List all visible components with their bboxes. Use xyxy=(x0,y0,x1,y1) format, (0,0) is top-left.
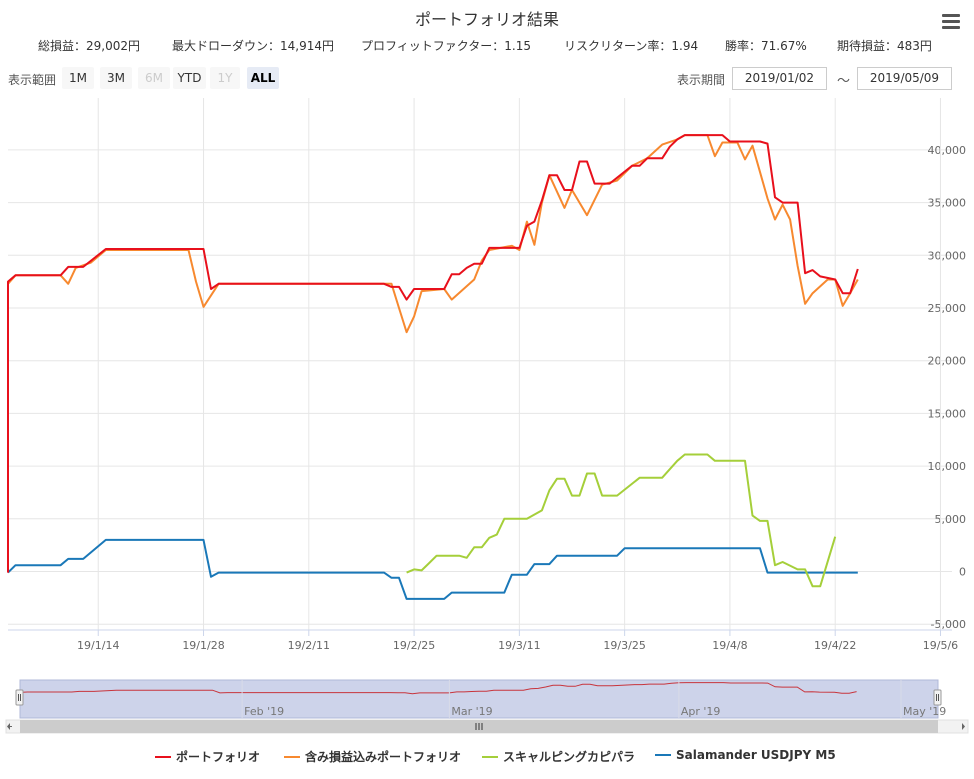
x-tick-label: 19/2/25 xyxy=(393,639,435,652)
legend: ポートフォリオ 含み損益込みポートフォリオ スキャルピングカピパラ Salamande… xyxy=(0,748,974,768)
x-tick-label: 19/3/25 xyxy=(603,639,645,652)
chart-plot[interactable]: -5,000 0 5,000 10,000 15,000 20,000 25,000 30,0… xyxy=(0,0,974,745)
x-tick-label: 19/4/22 xyxy=(814,639,856,652)
range-button-1m[interactable]: 1M xyxy=(62,67,94,89)
navigator-left-handle[interactable] xyxy=(15,689,24,706)
range-button-all[interactable]: ALL xyxy=(247,67,279,89)
y-tick-label: 0 xyxy=(959,566,966,579)
navigator-label: Mar '19 xyxy=(451,705,492,718)
hamburger-menu-icon[interactable] xyxy=(942,14,960,30)
stat-item: 最大ドローダウン：14,914円 xyxy=(172,39,334,53)
range-button-ytd[interactable]: YTD xyxy=(173,67,206,89)
legend-label: ポートフォリオ xyxy=(176,750,261,764)
range-selector-label: 表示範囲 xyxy=(8,73,57,87)
navigator-label: May '19 xyxy=(903,705,946,718)
series-line-portfolio xyxy=(7,134,859,573)
scrollbar-left-arrow-icon xyxy=(7,723,10,730)
range-button-1y[interactable]: 1Y xyxy=(210,67,240,89)
y-tick-label: 10,000 xyxy=(928,460,967,473)
legend-item-portfolio_with_unrealized[interactable]: 含み損益込みポートフォリオ xyxy=(284,748,461,765)
legend-swatch xyxy=(284,755,300,758)
x-tick-label: 19/5/6 xyxy=(923,639,958,652)
legend-swatch xyxy=(482,755,498,758)
y-tick-label: 40,000 xyxy=(928,144,967,157)
y-tick-label: 30,000 xyxy=(928,249,967,262)
x-tick-label: 19/1/14 xyxy=(77,639,119,652)
legend-item-salamander[interactable]: Salamander USDJPY M5 xyxy=(655,748,836,762)
navigator-right-handle[interactable] xyxy=(933,689,942,706)
legend-swatch xyxy=(155,755,171,758)
period-separator: ～ xyxy=(837,74,851,89)
stat-item: プロフィットファクター：1.15 xyxy=(361,39,531,53)
navigator-label: Feb '19 xyxy=(244,705,284,718)
stat-item: 期待損益：483円 xyxy=(837,39,932,53)
navigator-scrollbar[interactable] xyxy=(5,719,969,734)
range-button-6m[interactable]: 6M xyxy=(138,67,170,89)
legend-label: Salamander USDJPY M5 xyxy=(676,748,836,762)
period-to-input[interactable]: 2019/05/09 xyxy=(857,67,952,90)
stat-item: 総損益：29,002円 xyxy=(38,39,140,53)
series-line-portfolio_with_unrealized xyxy=(7,134,859,334)
y-tick-label: 5,000 xyxy=(935,513,967,526)
x-tick-label: 19/2/11 xyxy=(288,639,330,652)
stat-item: リスクリターン率：1.94 xyxy=(564,39,699,53)
y-tick-label: -5,000 xyxy=(931,618,966,631)
period-from-input[interactable]: 2019/01/02 xyxy=(732,67,827,90)
range-button-3m[interactable]: 3M xyxy=(100,67,132,89)
legend-item-scalping[interactable]: スキャルピングカピパラ xyxy=(482,748,635,765)
y-tick-label: 20,000 xyxy=(928,355,967,368)
stat-item: 勝率：71.67% xyxy=(725,39,807,53)
x-tick-label: 19/4/8 xyxy=(712,639,747,652)
period-label: 表示期間 xyxy=(677,73,726,87)
legend-label: スキャルピングカピパラ xyxy=(503,750,636,764)
x-tick-label: 19/1/28 xyxy=(182,639,224,652)
y-tick-label: 35,000 xyxy=(928,197,967,210)
series-line-salamander xyxy=(7,538,858,600)
handle-body xyxy=(15,689,24,706)
navigator-label: Apr '19 xyxy=(681,705,721,718)
handle-body xyxy=(933,689,942,706)
navigator-mask xyxy=(19,679,939,719)
y-tick-label: 15,000 xyxy=(928,407,967,420)
chart-title: ポートフォリオ結果 xyxy=(414,10,559,29)
legend-label: 含み損益込みポートフォリオ xyxy=(305,750,462,764)
legend-item-portfolio[interactable]: ポートフォリオ xyxy=(155,748,260,765)
navigator-series xyxy=(19,682,857,695)
x-tick-label: 19/3/11 xyxy=(498,639,540,652)
y-tick-label: 25,000 xyxy=(928,302,967,315)
scrollbar-right-arrow-icon xyxy=(962,723,965,730)
series-line-scalping xyxy=(406,453,837,588)
legend-swatch xyxy=(655,753,671,756)
